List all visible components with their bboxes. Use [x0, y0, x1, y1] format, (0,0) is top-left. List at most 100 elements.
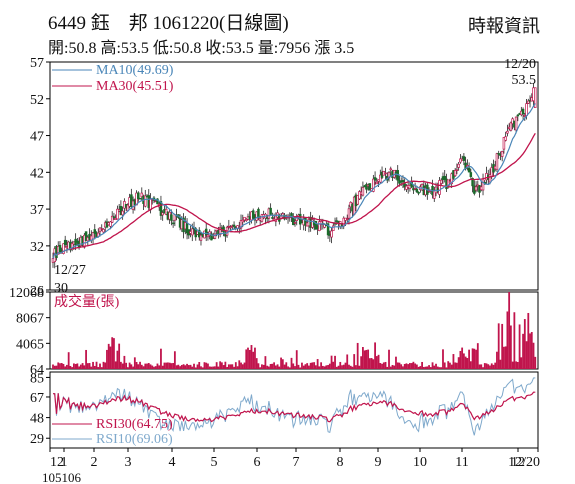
volume-bar [402, 366, 404, 369]
volume-bar [276, 364, 279, 369]
candle-body [500, 151, 504, 157]
volume-bar [187, 365, 190, 369]
volume-bar [464, 356, 467, 369]
volume-bar [506, 311, 509, 369]
candle-body [403, 183, 406, 188]
candle-body [471, 177, 474, 187]
price-panel-frame [49, 61, 539, 291]
volume-bar [194, 367, 197, 369]
candle-body [356, 195, 359, 205]
volume-bar [374, 342, 376, 369]
volume-bar [123, 355, 126, 369]
rsi30-line [53, 391, 536, 423]
volume-bar [140, 364, 143, 369]
candle-body [222, 226, 225, 233]
volume-bar [409, 363, 411, 369]
volume-bar [316, 359, 319, 369]
volume-bar [309, 362, 312, 369]
volume-bar [184, 365, 187, 369]
volume-bar [149, 364, 152, 369]
volume-bar [431, 362, 434, 369]
volume-ytick-label-64: 64 [30, 363, 44, 378]
volume-bar [358, 365, 361, 369]
candle-body [199, 234, 203, 241]
candle-body [318, 221, 321, 231]
volume-bar [52, 364, 54, 369]
volume-bar [391, 364, 394, 369]
volume-bar [534, 356, 537, 369]
candle-body [197, 229, 201, 238]
price-legend-label-1: MA30(45.51) [96, 79, 174, 94]
volume-bar [106, 349, 108, 369]
rsi-ytick-label-29: 29 [30, 432, 44, 447]
volume-bar [97, 367, 100, 369]
candle-body [415, 188, 419, 193]
volume-bar [314, 365, 317, 369]
volume-bar [442, 349, 444, 369]
volume-bar [233, 366, 235, 369]
volume-bar [459, 350, 462, 369]
candle-body [241, 219, 245, 223]
candle-body [462, 156, 466, 161]
volume-bar [158, 365, 161, 369]
volume-bar [280, 357, 282, 369]
volume-bar [207, 363, 209, 369]
volume-bar [365, 349, 368, 369]
volume-bar [388, 349, 390, 369]
volume-bar [151, 365, 154, 369]
candle-body [413, 188, 417, 190]
volume-bar [450, 364, 453, 369]
volume-bar [142, 366, 145, 369]
candle-body [417, 191, 420, 194]
volume-bar [245, 349, 248, 369]
volume-bar [520, 357, 523, 369]
candle-body [368, 183, 372, 191]
quote-summary: 開:50.8 高:53.5 低:50.8 收:53.5 量:7956 漲 3.5 [48, 40, 355, 57]
volume-bar [370, 358, 373, 369]
volume-bar [476, 343, 479, 369]
candle-body [509, 122, 513, 131]
volume-bar [231, 364, 234, 369]
volume-bar [62, 363, 65, 369]
candle-body [156, 198, 159, 205]
volume-bar [66, 364, 68, 369]
volume-bar [208, 366, 211, 369]
volume-bar [304, 364, 307, 369]
volume-bar [76, 363, 79, 369]
candle-body [161, 212, 164, 216]
high-date-annotation: 12/20 [504, 57, 536, 72]
candle-body [495, 153, 499, 170]
volume-bar [342, 364, 345, 369]
volume-bar [518, 324, 521, 369]
volume-bar [516, 361, 519, 369]
candle-body [345, 218, 349, 220]
x-tick-label-11: 11 [455, 455, 468, 470]
volume-bar [356, 342, 359, 369]
volume-bar [104, 362, 107, 369]
volume-bar [111, 337, 114, 369]
candle-body [375, 181, 379, 185]
volume-bar [139, 361, 141, 369]
volume-bar [419, 366, 422, 369]
candle-body [218, 227, 222, 236]
volume-bar [118, 343, 121, 369]
candle-body [229, 226, 232, 229]
volume-bar [381, 363, 383, 369]
candle-body [457, 163, 460, 168]
volume-bar [509, 325, 512, 369]
volume-bar [375, 356, 378, 369]
volume-bar [109, 346, 112, 369]
volume-bar [508, 292, 511, 369]
volume-bar [384, 361, 387, 369]
candle-body [497, 153, 500, 155]
candle-body [379, 174, 382, 183]
volume-bar [261, 364, 263, 369]
candle-body [467, 167, 471, 173]
rsi-panel-frame [49, 371, 539, 449]
candle-body [271, 217, 274, 219]
volume-bar [252, 351, 255, 369]
candle-body [213, 233, 217, 239]
volume-bar [254, 347, 256, 369]
candle-body [239, 220, 243, 229]
candle-body [332, 225, 335, 231]
